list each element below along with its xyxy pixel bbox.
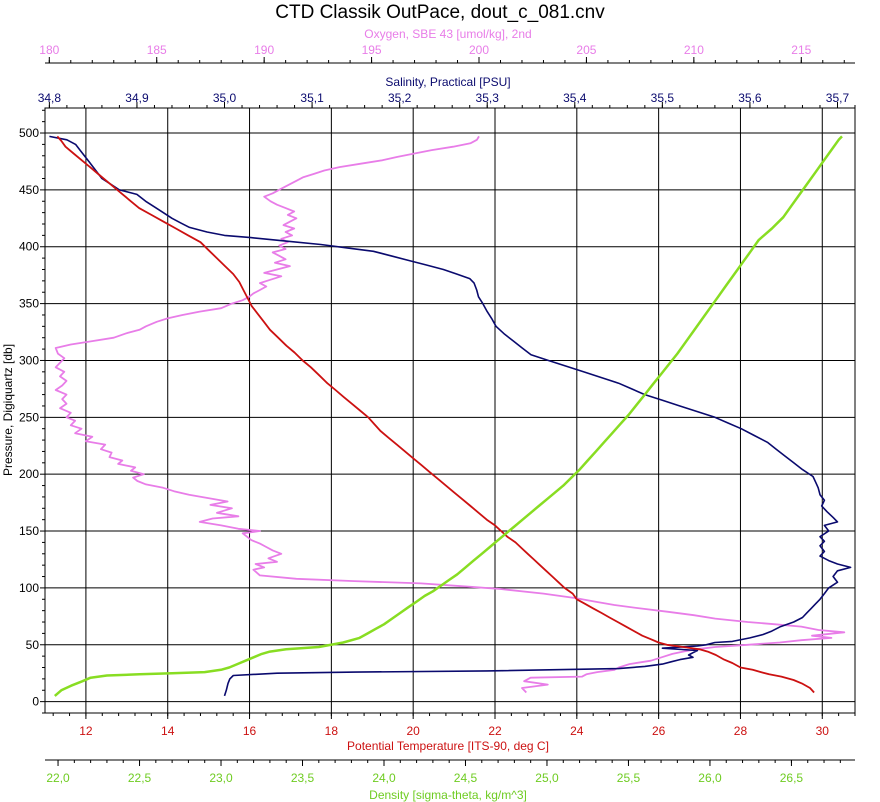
oxygen-tick-label: 205 [576, 43, 596, 57]
temperature-tick-label: 18 [325, 724, 339, 738]
plot-frame [44, 107, 856, 714]
salinity-tick-label: 35,6 [738, 91, 762, 105]
density-tick-label: 26,0 [698, 771, 722, 785]
oxygen-tick-label: 180 [39, 43, 59, 57]
temperature-tick-label: 30 [816, 724, 830, 738]
oxygen-profile-line [54, 135, 846, 694]
salinity-tick-label: 34,8 [38, 91, 62, 105]
pressure-tick-label: 0 [32, 695, 39, 709]
density-axis-label: Density [sigma-theta, kg/m^3] [369, 788, 527, 802]
pressure-tick-label: 250 [19, 410, 39, 424]
density-tick-label: 22,0 [46, 771, 70, 785]
salinity-tick-label: 35,4 [563, 91, 587, 105]
density-tick-label: 23,0 [209, 771, 233, 785]
chart-grid [45, 108, 855, 713]
oxygen-tick-label: 210 [684, 43, 704, 57]
pressure-tick-label: 50 [26, 638, 40, 652]
salinity-tick-label: 35,0 [213, 91, 237, 105]
temperature-tick-label: 26 [652, 724, 666, 738]
salinity-tick-label: 35,1 [300, 91, 324, 105]
temperature-axis-label: Potential Temperature [ITS-90, deg C] [347, 739, 549, 753]
oxygen-tick-label: 190 [254, 43, 274, 57]
chart-series [49, 135, 852, 697]
density-tick-label: 22,5 [128, 771, 152, 785]
temperature-profile-line [56, 135, 815, 694]
temperature-tick-label: 20 [407, 724, 421, 738]
pressure-tick-label: 500 [19, 126, 39, 140]
temperature-tick-label: 24 [570, 724, 584, 738]
salinity-tick-label: 34,9 [125, 91, 149, 105]
salinity-profile-line [49, 135, 852, 697]
oxygen-tick-label: 185 [147, 43, 167, 57]
temperature-tick-label: 28 [734, 724, 748, 738]
pressure-tick-label: 100 [19, 581, 39, 595]
salinity-tick-label: 35,7 [826, 91, 850, 105]
temperature-tick-label: 12 [79, 724, 93, 738]
density-profile-line [53, 135, 843, 697]
pressure-tick-label: 400 [19, 240, 39, 254]
temperature-tick-label: 16 [243, 724, 257, 738]
salinity-tick-label: 35,3 [476, 91, 500, 105]
oxygen-tick-label: 200 [469, 43, 489, 57]
chart-axes: 0 50 100 150 200 250 300 350 400 450 500 180 185 190 1… [19, 43, 856, 785]
pressure-tick-label: 350 [19, 297, 39, 311]
pressure-tick-label: 450 [19, 183, 39, 197]
density-tick-label: 26,5 [780, 771, 804, 785]
salinity-tick-label: 35,2 [388, 91, 412, 105]
oxygen-axis-label: Oxygen, SBE 43 [umol/kg], 2nd [364, 27, 531, 41]
oxygen-tick-label: 215 [791, 43, 811, 57]
pressure-tick-label: 300 [19, 353, 39, 367]
pressure-tick-label: 150 [19, 524, 39, 538]
chart-title: CTD Classik OutPace, dout_c_081.cnv [275, 2, 605, 23]
temperature-tick-label: 22 [488, 724, 502, 738]
temperature-tick-label: 14 [161, 724, 175, 738]
density-tick-label: 24,5 [454, 771, 478, 785]
density-tick-label: 25,0 [535, 771, 559, 785]
density-tick-label: 23,5 [291, 771, 315, 785]
pressure-axis-label: Pressure, Digiquartz [db] [1, 344, 15, 476]
density-tick-label: 25,5 [617, 771, 641, 785]
salinity-tick-label: 35,5 [651, 91, 675, 105]
salinity-axis-label: Salinity, Practical [PSU] [385, 75, 510, 89]
density-tick-label: 24,0 [372, 771, 396, 785]
pressure-tick-label: 200 [19, 467, 39, 481]
oxygen-tick-label: 195 [362, 43, 382, 57]
